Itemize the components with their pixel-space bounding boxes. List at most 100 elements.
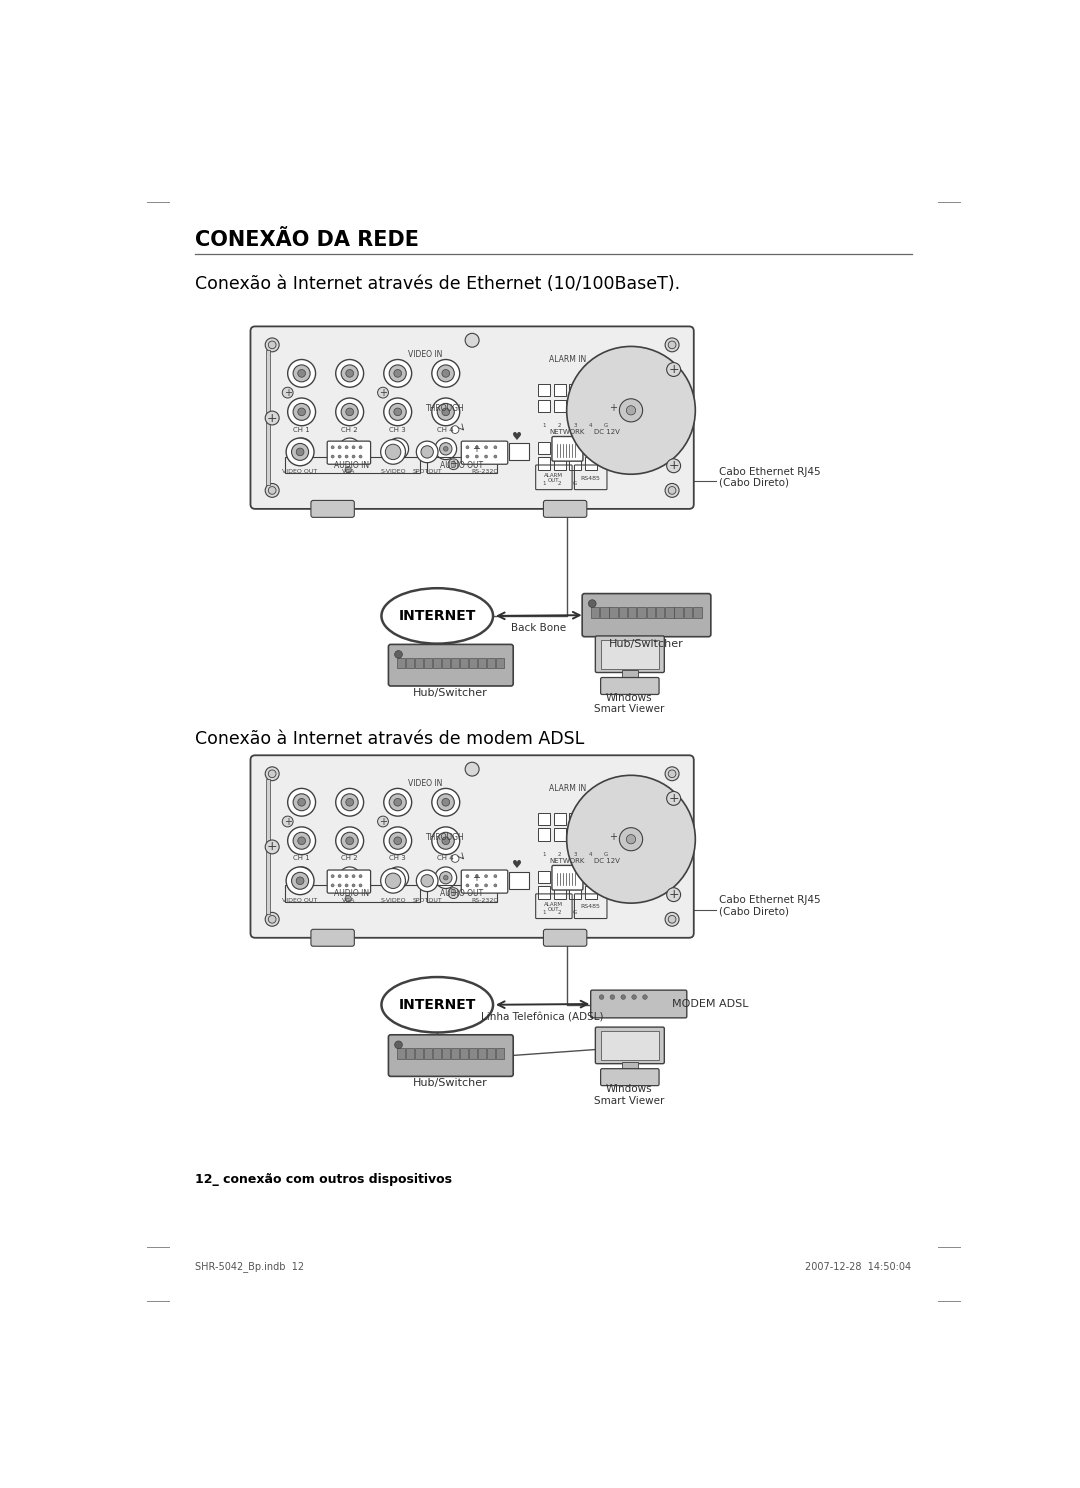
Text: INTERNET: INTERNET — [399, 998, 476, 1012]
Circle shape — [332, 455, 334, 458]
Circle shape — [610, 995, 615, 1000]
Text: VIDEO OUT: VIDEO OUT — [283, 469, 318, 475]
Circle shape — [432, 397, 460, 426]
Bar — [554, 829, 566, 841]
Circle shape — [589, 600, 596, 607]
Text: (Cabo Direto): (Cabo Direto) — [719, 478, 789, 488]
Wedge shape — [631, 411, 688, 467]
Circle shape — [359, 455, 362, 458]
Circle shape — [394, 836, 402, 845]
Text: CH 3: CH 3 — [390, 427, 406, 433]
Circle shape — [435, 437, 457, 460]
Circle shape — [632, 995, 636, 1000]
Circle shape — [336, 789, 364, 815]
Bar — [538, 457, 551, 470]
Circle shape — [389, 793, 406, 811]
Text: +: + — [669, 792, 679, 805]
Text: Hub/Switcher: Hub/Switcher — [413, 1079, 488, 1088]
Circle shape — [296, 872, 308, 884]
Circle shape — [599, 870, 615, 885]
Circle shape — [475, 455, 478, 458]
Bar — [442, 658, 450, 668]
Circle shape — [378, 815, 389, 827]
Circle shape — [348, 875, 352, 879]
Bar — [619, 607, 627, 618]
Bar — [487, 1048, 495, 1058]
Text: SPOTOUT: SPOTOUT — [413, 899, 442, 903]
Circle shape — [435, 868, 457, 888]
Circle shape — [494, 455, 497, 458]
Text: 3: 3 — [573, 423, 577, 429]
Circle shape — [352, 455, 355, 458]
Bar — [469, 1048, 477, 1058]
Text: Hub/Switcher: Hub/Switcher — [609, 638, 684, 649]
Circle shape — [609, 451, 611, 454]
Circle shape — [465, 875, 469, 878]
Wedge shape — [631, 839, 657, 865]
Circle shape — [332, 875, 334, 878]
Bar — [450, 1048, 459, 1058]
Circle shape — [299, 875, 303, 879]
Bar — [477, 658, 486, 668]
Bar — [600, 1031, 659, 1059]
Text: Back Bone: Back Bone — [511, 623, 566, 634]
Circle shape — [567, 347, 696, 475]
Bar — [538, 812, 551, 826]
Bar — [538, 887, 551, 899]
Bar — [584, 384, 597, 396]
Text: SHR-5042_Bp.indb  12: SHR-5042_Bp.indb 12 — [195, 1260, 305, 1272]
Bar — [433, 1048, 441, 1058]
Circle shape — [383, 827, 411, 854]
Text: G: G — [573, 909, 578, 915]
Circle shape — [359, 446, 362, 449]
Text: +: + — [669, 460, 679, 472]
Circle shape — [619, 827, 643, 851]
Circle shape — [444, 446, 448, 451]
Bar — [569, 457, 581, 470]
Text: AUDIO OUT: AUDIO OUT — [441, 890, 484, 899]
FancyBboxPatch shape — [543, 500, 586, 518]
Wedge shape — [605, 411, 631, 436]
Circle shape — [338, 884, 341, 887]
Circle shape — [268, 769, 276, 778]
Text: CH 4: CH 4 — [437, 856, 454, 862]
Circle shape — [345, 467, 351, 473]
FancyBboxPatch shape — [600, 1068, 659, 1086]
Circle shape — [336, 827, 364, 854]
Text: INTERNET: INTERNET — [399, 609, 476, 623]
Circle shape — [268, 487, 276, 494]
Text: VGA: VGA — [342, 469, 355, 475]
Text: 2: 2 — [558, 481, 562, 487]
Circle shape — [292, 443, 309, 460]
Text: RS485: RS485 — [581, 476, 600, 481]
Text: NETWORK: NETWORK — [550, 429, 585, 434]
Bar — [569, 812, 581, 826]
Text: Conexão à Internet através de Ethernet (10/100BaseT).: Conexão à Internet através de Ethernet (… — [195, 274, 680, 293]
Text: ALARM IN: ALARM IN — [549, 784, 586, 793]
Text: +: + — [449, 888, 458, 899]
Circle shape — [266, 484, 279, 497]
FancyBboxPatch shape — [552, 436, 583, 461]
Circle shape — [341, 793, 359, 811]
Circle shape — [383, 360, 411, 387]
Circle shape — [338, 455, 341, 458]
Bar — [584, 870, 597, 882]
Circle shape — [298, 836, 306, 845]
Text: 1: 1 — [542, 909, 546, 915]
Text: S-VIDEO: S-VIDEO — [380, 899, 406, 903]
Text: CH 2: CH 2 — [341, 856, 357, 862]
FancyBboxPatch shape — [595, 635, 664, 673]
Circle shape — [599, 440, 615, 457]
Circle shape — [346, 799, 353, 806]
Circle shape — [666, 888, 680, 902]
Circle shape — [494, 446, 497, 449]
FancyBboxPatch shape — [591, 990, 687, 1018]
Circle shape — [669, 915, 676, 923]
Bar — [510, 872, 529, 888]
Circle shape — [442, 836, 449, 845]
Text: +: + — [609, 832, 617, 842]
Bar — [584, 829, 597, 841]
Text: +: + — [379, 387, 387, 397]
Circle shape — [341, 832, 359, 850]
Circle shape — [387, 868, 408, 888]
